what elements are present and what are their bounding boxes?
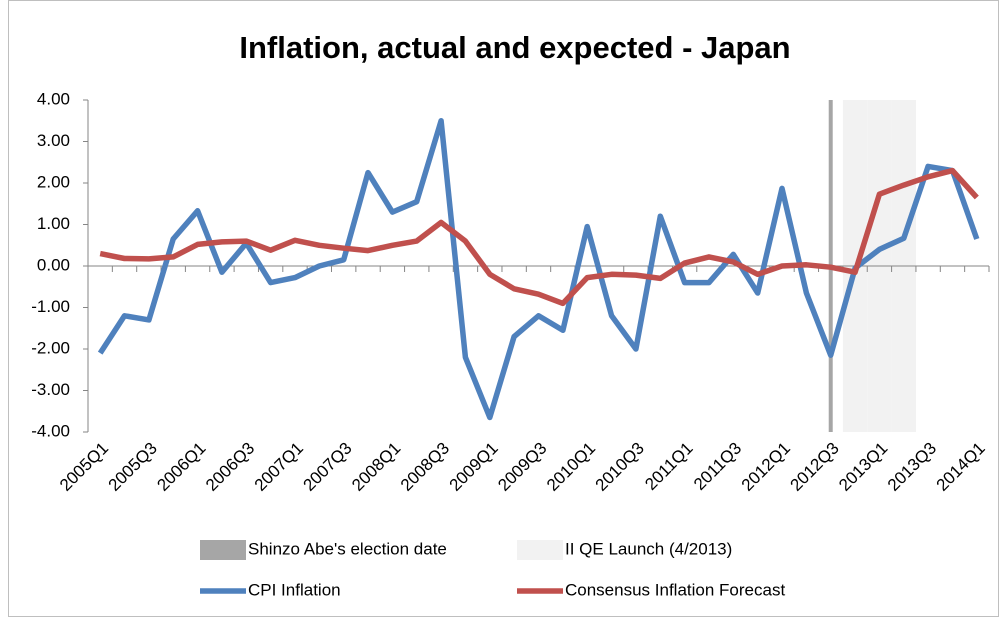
legend-label: Shinzo Abe's election date (248, 539, 447, 558)
chart-frame (8, 0, 999, 617)
y-tick-label: 4.00 (37, 89, 70, 108)
y-tick-label: -4.00 (31, 421, 70, 440)
chart-title: Inflation, actual and expected - Japan (239, 30, 790, 65)
y-tick-label: -1.00 (31, 297, 70, 316)
y-tick-label: 2.00 (37, 172, 70, 191)
legend-swatch (200, 540, 246, 560)
y-tick-label: -3.00 (31, 380, 70, 399)
legend-label: CPI Inflation (248, 580, 341, 599)
y-tick-label: 3.00 (37, 131, 70, 150)
y-tick-label: -2.00 (31, 338, 70, 357)
line-series (99, 167, 979, 307)
legend-label: Consensus Inflation Forecast (565, 580, 785, 599)
y-tick-label: 1.00 (37, 214, 70, 233)
y-tick-label: 0.00 (37, 255, 70, 274)
legend-swatch (517, 540, 563, 560)
legend-label: II QE Launch (4/2013) (565, 539, 732, 558)
